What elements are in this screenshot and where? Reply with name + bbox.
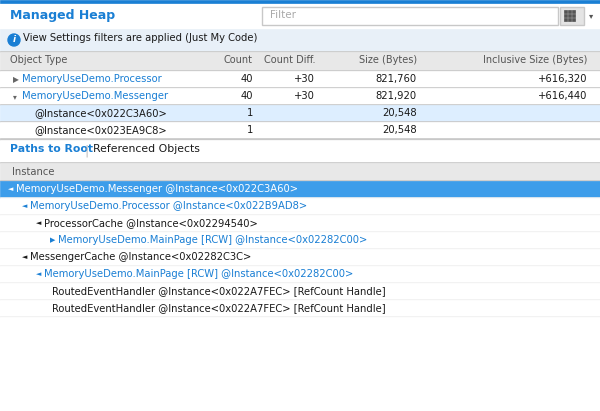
Bar [0,316,600,317]
Bar [0,198,600,215]
Text: 821,920: 821,920 [376,91,417,101]
Bar [0,51,600,52]
Bar [0,214,600,215]
Bar [572,14,575,17]
Bar [564,14,567,17]
Text: ▾: ▾ [589,12,593,21]
Bar [0,71,600,88]
Text: ◄: ◄ [22,203,28,210]
Bar [0,299,600,300]
Text: ◄: ◄ [36,220,41,226]
Text: 1: 1 [247,108,253,118]
Text: +616,320: +616,320 [538,74,587,84]
Text: Size (Bytes): Size (Bytes) [359,55,417,65]
Text: Instance: Instance [12,167,55,177]
Text: MemoryUseDemo.Messenger: MemoryUseDemo.Messenger [22,91,168,101]
Text: ◄: ◄ [36,272,41,277]
Bar [0,248,600,249]
Text: Count: Count [224,55,253,65]
Text: Count Diff.: Count Diff. [263,55,315,65]
Bar [0,0,600,3]
Bar [0,249,600,266]
Text: +30: +30 [294,74,315,84]
Text: ◄: ◄ [8,187,13,192]
Text: MemoryUseDemo.Processor: MemoryUseDemo.Processor [22,74,162,84]
Bar [564,10,567,13]
Text: +616,440: +616,440 [538,91,587,101]
Text: MemoryUseDemo.Processor @Instance<0x022B9AD8>: MemoryUseDemo.Processor @Instance<0x022B… [30,201,307,211]
Bar [0,104,600,105]
Text: 20,548: 20,548 [382,125,417,135]
Text: Referenced Objects: Referenced Objects [93,144,200,154]
Bar [0,215,600,232]
Bar [568,10,571,13]
Bar [0,29,600,51]
Bar [0,52,600,70]
Bar [0,3,600,29]
Text: RoutedEventHandler @Instance<0x022A7FEC> [RefCount Handle]: RoutedEventHandler @Instance<0x022A7FEC>… [52,286,386,296]
Bar [0,232,600,249]
Text: @Instance<0x022C3A60>: @Instance<0x022C3A60> [34,108,167,118]
Text: 1: 1 [247,125,253,135]
Bar [0,282,600,283]
Text: RoutedEventHandler @Instance<0x022A7FEC> [RefCount Handle]: RoutedEventHandler @Instance<0x022A7FEC>… [52,303,386,313]
Text: ◄: ◄ [22,254,28,261]
Text: MessengerCache @Instance<0x02282C3C>: MessengerCache @Instance<0x02282C3C> [30,252,251,262]
Bar [0,122,600,139]
Text: MemoryUseDemo.Messenger @Instance<0x022C3A60>: MemoryUseDemo.Messenger @Instance<0x022C… [16,184,298,194]
Text: ProcessorCache @Instance<0x02294540>: ProcessorCache @Instance<0x02294540> [44,218,258,228]
Bar [568,18,571,21]
Text: ▶: ▶ [50,238,55,243]
Bar [572,10,575,13]
Circle shape [8,34,20,46]
Text: ▶: ▶ [13,75,19,84]
Bar [0,140,600,162]
Text: Object Type: Object Type [10,55,67,65]
Bar [0,181,600,198]
Text: ▾: ▾ [13,92,17,101]
Bar [0,197,600,198]
Bar [0,70,600,71]
Bar [0,105,600,122]
Bar [564,18,567,21]
Bar [0,139,600,140]
Text: i: i [13,35,16,44]
Text: View Settings filters are applied (Just My Code): View Settings filters are applied (Just … [23,33,257,43]
Bar [0,162,600,163]
Bar [0,266,600,283]
Bar [572,18,575,21]
Text: MemoryUseDemo.MainPage [RCW] @Instance<0x02282C00>: MemoryUseDemo.MainPage [RCW] @Instance<0… [58,235,367,245]
Text: Managed Heap: Managed Heap [10,9,115,22]
Bar [560,7,584,25]
Text: 20,548: 20,548 [382,108,417,118]
Bar [0,88,600,105]
Text: Paths to Root: Paths to Root [10,144,93,154]
Text: 821,760: 821,760 [376,74,417,84]
Text: 40: 40 [241,74,253,84]
Text: 40: 40 [241,91,253,101]
Bar [0,180,600,181]
Bar [0,87,600,88]
Text: |: | [85,145,89,157]
Bar [0,121,600,122]
Bar [568,14,571,17]
Text: +30: +30 [294,91,315,101]
Bar [0,138,600,139]
Bar [0,317,600,411]
Bar [262,7,558,25]
Text: Filter: Filter [270,10,296,20]
Bar [0,300,600,317]
Bar [0,231,600,232]
Bar [0,265,600,266]
Text: Inclusive Size (Bytes): Inclusive Size (Bytes) [482,55,587,65]
Bar [0,283,600,300]
Text: MemoryUseDemo.MainPage [RCW] @Instance<0x02282C00>: MemoryUseDemo.MainPage [RCW] @Instance<0… [44,269,353,279]
Bar [0,163,600,180]
Text: @Instance<0x023EA9C8>: @Instance<0x023EA9C8> [34,125,167,135]
